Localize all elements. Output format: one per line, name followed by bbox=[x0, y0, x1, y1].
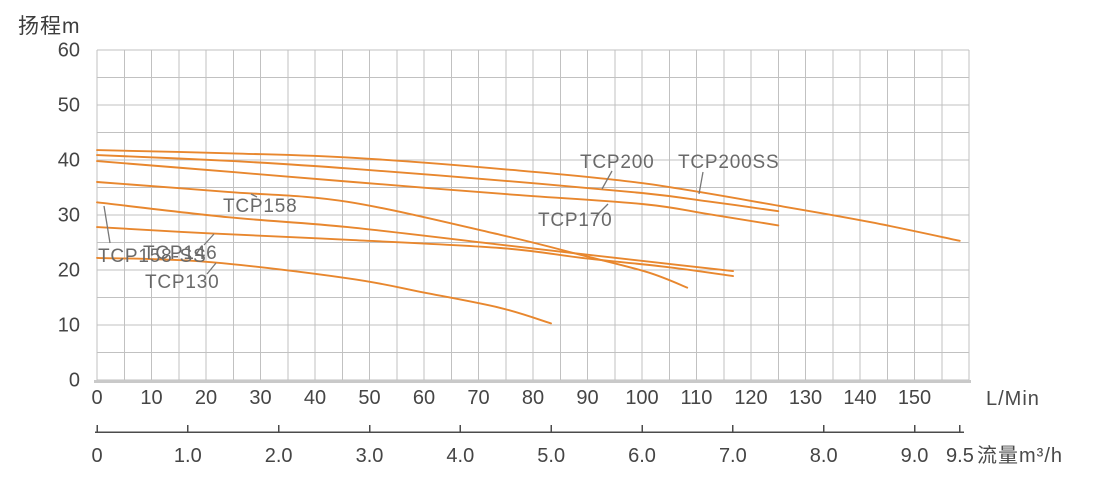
curve-labels: TCP200SS TCP200 TCP170 TCP158 TCP158-SSTCP14… bbox=[98, 152, 779, 293]
x-tick-label-10: 10 bbox=[140, 387, 162, 409]
x-tick-label-20: 20 bbox=[195, 387, 217, 409]
curve-label-leader-TCP158 bbox=[250, 193, 258, 198]
curve-label-leader-TCP170 bbox=[595, 203, 609, 217]
curve-label-leader-TCP130 bbox=[206, 262, 217, 275]
y-axis-title: 扬程m bbox=[18, 15, 81, 38]
x-tick-label-40: 40 bbox=[304, 387, 326, 409]
secondary-x-tick-label-3.0: 3.0 bbox=[356, 445, 384, 467]
secondary-x-tick-label-2.0: 2.0 bbox=[265, 445, 293, 467]
x-tick-label-70: 70 bbox=[467, 387, 489, 409]
curve-label-leader-TCP200SS bbox=[698, 171, 704, 195]
y-tick-label-10: 10 bbox=[58, 315, 80, 337]
curve-TCP158 bbox=[96, 181, 689, 289]
curve-TCP200SS bbox=[96, 149, 961, 242]
curve-label-leader-TCP158-SS bbox=[103, 205, 111, 244]
x-tick-label-30: 30 bbox=[249, 387, 271, 409]
curve-TCP170 bbox=[96, 160, 780, 227]
curve-label-TCP200: TCP200 bbox=[580, 152, 655, 173]
y-tick-label-20: 20 bbox=[58, 260, 80, 282]
secondary-x-axis-unit-label: 流量m³/h bbox=[977, 445, 1063, 467]
curve-TCP200 bbox=[96, 154, 780, 213]
y-axis-tick-labels: 0 10 20 30 40 50 60 bbox=[58, 40, 80, 392]
x-tick-label-110: 110 bbox=[681, 387, 713, 409]
pump-curves bbox=[96, 149, 961, 325]
y-tick-label-60: 60 bbox=[58, 40, 80, 62]
x-tick-label-80: 80 bbox=[522, 387, 544, 409]
y-tick-label-40: 40 bbox=[58, 150, 80, 172]
curve-label-TCP158: TCP158 bbox=[223, 196, 298, 217]
secondary-x-tick-label-9.0: 9.0 bbox=[901, 445, 929, 467]
secondary-x-tick-label-8.0: 8.0 bbox=[810, 445, 838, 467]
y-tick-label-50: 50 bbox=[58, 95, 80, 117]
y-tick-label-30: 30 bbox=[58, 205, 80, 227]
curve-label-TCP158-SS: TCP158-SS bbox=[98, 246, 207, 267]
grid-lines bbox=[96, 49, 970, 381]
curve-label-TCP146: TCP146 bbox=[143, 243, 218, 264]
x-axis-unit-label: L/Min bbox=[986, 388, 1040, 410]
curve-TCP158-SS bbox=[96, 201, 734, 273]
curve-label-TCP170: TCP170 bbox=[538, 210, 613, 231]
secondary-x-tick-label-1.0: 1.0 bbox=[174, 445, 202, 467]
x-tick-label-130: 130 bbox=[789, 387, 822, 409]
secondary-x-axis: 0 1.0 2.0 3.0 4.0 5.0 6.0 7.0 8.0 9.0 9.5 bbox=[91, 425, 974, 467]
curve-label-leader-TCP200 bbox=[601, 170, 613, 190]
curve-label-leader-TCP146 bbox=[203, 233, 215, 246]
y-tick-label-0: 0 bbox=[69, 370, 80, 392]
curve-label-TCP200SS: TCP200SS bbox=[678, 152, 779, 173]
curve-TCP146 bbox=[96, 226, 734, 278]
curve-label-TCP130: TCP130 bbox=[145, 272, 220, 293]
secondary-x-tick-label-7.0: 7.0 bbox=[719, 445, 747, 467]
x-tick-label-120: 120 bbox=[734, 387, 767, 409]
secondary-x-tick-label-6.0: 6.0 bbox=[628, 445, 656, 467]
x-tick-label-0: 0 bbox=[91, 387, 102, 409]
x-tick-label-150: 150 bbox=[898, 387, 931, 409]
x-tick-label-50: 50 bbox=[358, 387, 380, 409]
curve-TCP130 bbox=[96, 256, 552, 325]
secondary-x-tick-label-5.0: 5.0 bbox=[537, 445, 565, 467]
secondary-x-tick-label-4.0: 4.0 bbox=[446, 445, 474, 467]
x-axis-tick-labels: 0 10 20 30 40 50 60 70 80 90 100 110 120 130 140 150 bbox=[91, 387, 931, 409]
x-tick-label-60: 60 bbox=[413, 387, 435, 409]
secondary-x-tick-label-9.5: 9.5 bbox=[946, 445, 974, 467]
x-tick-label-90: 90 bbox=[576, 387, 598, 409]
x-tick-label-140: 140 bbox=[843, 387, 876, 409]
x-tick-label-100: 100 bbox=[625, 387, 658, 409]
secondary-x-tick-label-0: 0 bbox=[91, 445, 102, 467]
